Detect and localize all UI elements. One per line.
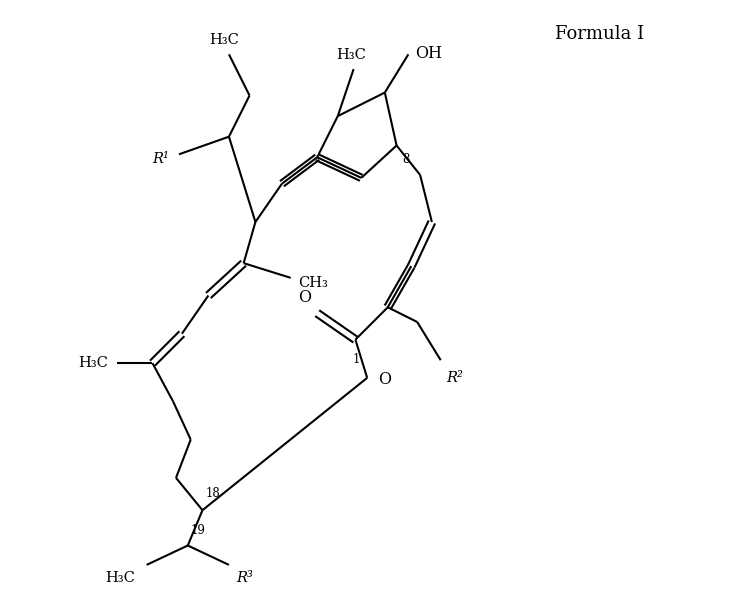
Text: H₃C: H₃C	[209, 33, 239, 47]
Text: R¹: R¹	[152, 152, 169, 166]
Text: 19: 19	[191, 524, 205, 537]
Text: Formula I: Formula I	[554, 25, 644, 43]
Text: H₃C: H₃C	[105, 571, 135, 584]
Text: O: O	[299, 289, 311, 306]
Text: 1: 1	[353, 353, 360, 366]
Text: R³: R³	[236, 571, 253, 584]
Text: OH: OH	[415, 45, 442, 61]
Text: 8: 8	[402, 152, 410, 165]
Text: O: O	[378, 371, 391, 388]
Text: 18: 18	[205, 486, 220, 499]
Text: R²: R²	[447, 371, 463, 385]
Text: CH₃: CH₃	[299, 275, 328, 290]
Text: H₃C: H₃C	[336, 48, 365, 62]
Text: H₃C: H₃C	[78, 356, 108, 370]
